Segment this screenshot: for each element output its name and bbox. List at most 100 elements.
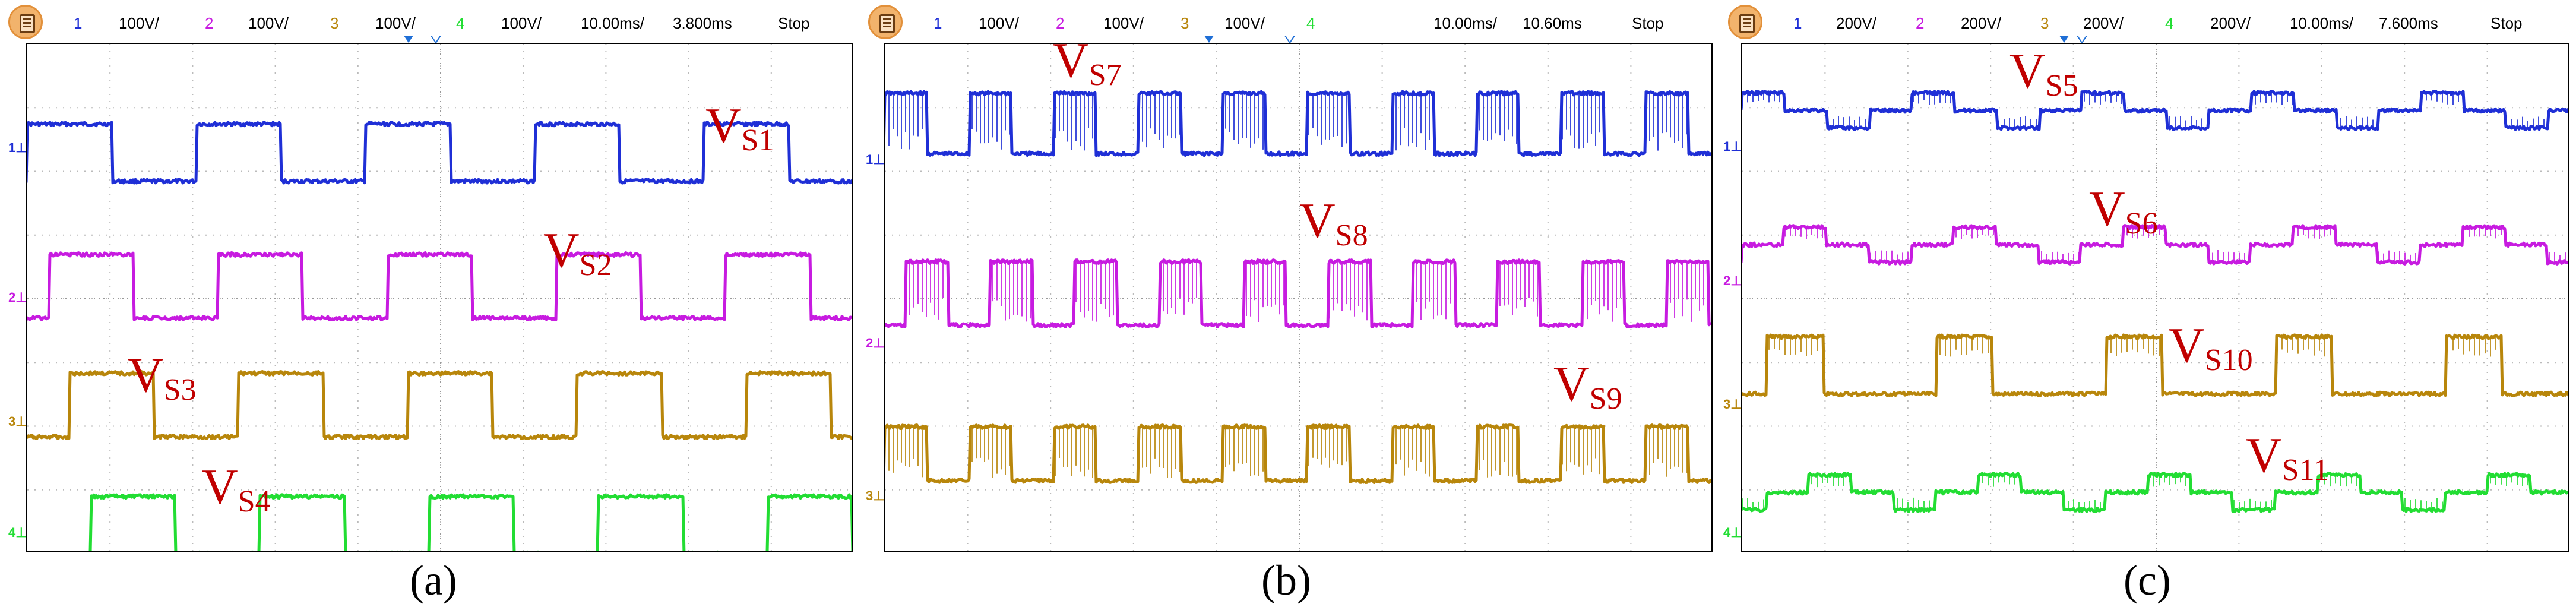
- document-icon: [879, 14, 895, 33]
- panel-caption: (b): [1261, 557, 1311, 604]
- ch1-scale: 100V/: [119, 14, 159, 32]
- ch1-marker: 1⊥: [1723, 139, 1742, 154]
- run-status: Stop: [2490, 14, 2523, 32]
- switching-spikes: [885, 426, 1688, 478]
- timebase: 10.00ms/: [2290, 14, 2353, 32]
- grid: [1742, 44, 2568, 551]
- trace-VS1: [27, 121, 852, 185]
- scope-screen: [26, 43, 853, 552]
- trace-VS8: [885, 258, 1711, 328]
- ch4-number: 4: [456, 14, 465, 32]
- ch1-marker: 1⊥: [866, 152, 885, 167]
- ch2-number: 2: [205, 14, 214, 32]
- trace-VS7: [885, 90, 1711, 157]
- waveform-plot: [27, 44, 852, 551]
- waveform-label: VS2: [543, 223, 612, 282]
- timebase: 10.00ms/: [581, 14, 644, 32]
- waveform-label: VS1: [705, 98, 774, 157]
- waveform-label: VS7: [1053, 33, 1122, 92]
- grid: [885, 44, 1711, 551]
- run-status: Stop: [1632, 14, 1664, 32]
- trace-line: [1742, 90, 2568, 131]
- waveform-label: VS3: [128, 347, 197, 407]
- ch3-number: 3: [2040, 14, 2049, 32]
- scope-status-bar: 1 100V/ 2 100V/ 3 100V/ 4 10.00ms/ 10.60…: [860, 0, 1720, 44]
- waveform-label: VS4: [202, 459, 271, 519]
- panel-caption: (c): [2124, 557, 2171, 604]
- trace-line: [27, 121, 852, 185]
- trigger-markers: [1204, 36, 1296, 44]
- waveform-plot: [1742, 44, 2568, 551]
- ch4-scale: 100V/: [501, 14, 542, 32]
- ch2-scale: 100V/: [1103, 14, 1144, 32]
- scope-menu-button[interactable]: [1728, 5, 1762, 39]
- ch3-marker: 3⊥: [1723, 397, 1742, 412]
- waveform-plot: [885, 44, 1711, 551]
- ch3-number: 3: [330, 14, 339, 32]
- trace-line: [1742, 333, 2568, 397]
- ch1-number: 1: [933, 14, 942, 32]
- ch1-scale: 200V/: [1836, 14, 1876, 32]
- scope-menu-button[interactable]: [868, 5, 903, 39]
- switching-spikes: [885, 93, 1688, 151]
- scope-status-bar: 1 200V/ 2 200V/ 3 200V/ 4 200V/ 10.00ms/…: [1720, 0, 2576, 44]
- scope-panel-b: 1 100V/ 2 100V/ 3 100V/ 4 10.00ms/ 10.60…: [860, 0, 1720, 610]
- trace-VS9: [885, 423, 1711, 484]
- timebase: 10.00ms/: [1433, 14, 1497, 32]
- switching-spikes: [1768, 336, 2502, 357]
- ch2-number: 2: [1916, 14, 1925, 32]
- ch3-marker: 3⊥: [8, 414, 27, 429]
- scope-panel-a: 1 100V/ 2 100V/ 3 100V/ 4 100V/ 10.00ms/…: [0, 0, 860, 610]
- ch2-number: 2: [1056, 14, 1065, 32]
- ch3-scale: 100V/: [375, 14, 416, 32]
- ch3-marker: 3⊥: [866, 488, 885, 503]
- trigger-marker: [404, 36, 413, 43]
- ch2-marker: 2⊥: [8, 290, 27, 305]
- ch3-scale: 200V/: [2083, 14, 2124, 32]
- ch4-marker: 4⊥: [1723, 525, 1742, 540]
- trace-line: [27, 370, 852, 440]
- trigger-marker: [1284, 36, 1296, 44]
- scope-menu-button[interactable]: [8, 5, 43, 39]
- switching-spikes: [905, 261, 1708, 323]
- trace-line: [1742, 472, 2568, 513]
- scope-status-bar: 1 100V/ 2 100V/ 3 100V/ 4 100V/ 10.00ms/…: [0, 0, 860, 44]
- trace-line: [42, 493, 852, 551]
- ch2-scale: 200V/: [1961, 14, 2001, 32]
- document-icon: [1739, 14, 1755, 33]
- trigger-markers: [404, 36, 442, 44]
- waveform-label: VS11: [2246, 428, 2329, 487]
- trigger-marker: [2059, 36, 2069, 43]
- trigger-markers: [2059, 36, 2088, 44]
- trace-VS6: [1742, 224, 2568, 266]
- ch3-scale: 100V/: [1224, 14, 1265, 32]
- trace-line: [885, 90, 1711, 157]
- ch2-marker: 2⊥: [866, 336, 885, 350]
- ch4-number: 4: [2165, 14, 2174, 32]
- scope-screen: [884, 43, 1713, 552]
- trace-VS10: [1742, 333, 2568, 397]
- waveform-label: VS9: [1553, 356, 1622, 416]
- trace-VS2: [27, 251, 852, 321]
- switching-spikes: [1742, 475, 2528, 510]
- trace-VS5: [1742, 90, 2568, 131]
- trigger-marker: [2076, 36, 2088, 44]
- ch4-number: 4: [1306, 14, 1315, 32]
- ch1-scale: 100V/: [979, 14, 1019, 32]
- panel-caption: (a): [410, 557, 457, 604]
- trace-VS3: [27, 370, 852, 440]
- scope-panel-c: 1 200V/ 2 200V/ 3 200V/ 4 200V/ 10.00ms/…: [1720, 0, 2576, 610]
- ch2-marker: 2⊥: [1723, 273, 1742, 288]
- trace-VS11: [1742, 472, 2568, 513]
- trigger-delay: 3.800ms: [673, 14, 732, 32]
- waveform-label: VS6: [2089, 181, 2158, 241]
- grid: [27, 44, 852, 551]
- ch1-number: 1: [1793, 14, 1802, 32]
- waveform-label: VS8: [1299, 193, 1368, 252]
- ch2-scale: 100V/: [248, 14, 289, 32]
- waveform-label: VS5: [2009, 43, 2078, 103]
- trace-line: [1742, 224, 2568, 266]
- switching-spikes: [1784, 227, 2566, 263]
- document-icon: [20, 14, 35, 33]
- waveform-label: VS10: [2169, 318, 2253, 377]
